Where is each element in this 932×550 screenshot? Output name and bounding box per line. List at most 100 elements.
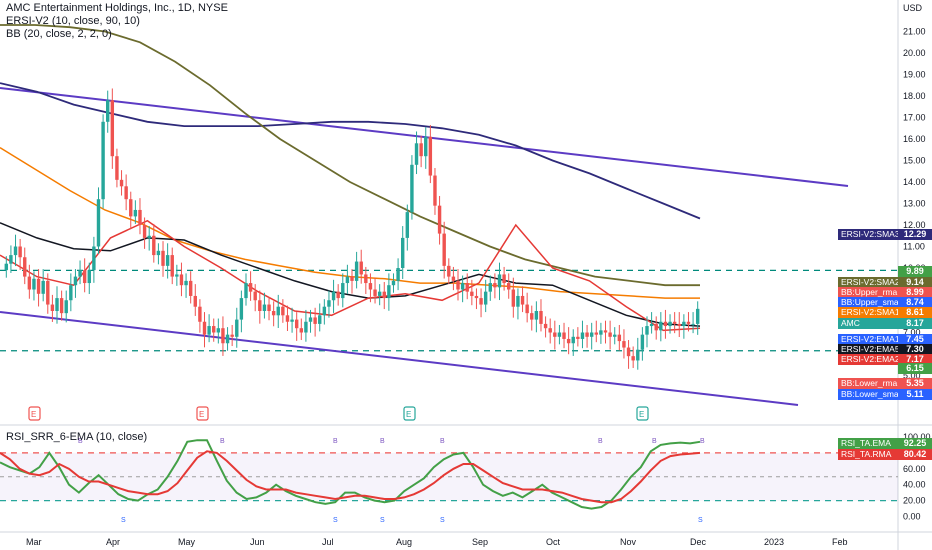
rsi-legend[interactable]: RSI_SRR_6-EMA (10, close) <box>6 431 148 443</box>
candle-body <box>225 334 230 344</box>
candle-body <box>129 199 133 217</box>
price-tag-name: ERSI-V2:SMA300 <box>838 229 899 240</box>
candle-body <box>368 283 373 290</box>
candle-body <box>631 356 635 361</box>
price-tag-value: 7.45 <box>898 334 932 345</box>
candle-body <box>253 291 257 301</box>
candle-body <box>350 276 354 281</box>
candle-body <box>686 321 691 324</box>
candle-body <box>106 100 110 122</box>
candle-body <box>613 334 617 337</box>
candle-body <box>695 308 700 324</box>
price-tick-label: 7.00 <box>903 328 921 338</box>
candle-body <box>262 304 267 311</box>
candle-body <box>276 306 280 316</box>
price-tag-name: ERSI-V2:EMA10 <box>838 334 899 345</box>
rsi-sell-marker: S <box>121 517 126 524</box>
time-tick-label: Jun <box>250 537 265 547</box>
candle-body <box>576 336 580 339</box>
candle-body <box>281 306 285 316</box>
candle-body <box>50 304 55 311</box>
candle-body <box>248 283 253 292</box>
candle-body <box>267 304 271 311</box>
candle-body <box>230 334 234 337</box>
price-tag-value: 7.30 <box>898 344 932 355</box>
rsi-sell-marker: S <box>380 517 385 524</box>
candle-body <box>663 321 668 327</box>
candle-body <box>465 283 469 292</box>
candle-body <box>483 291 488 305</box>
candle-body <box>82 270 87 284</box>
candle-body <box>216 328 221 333</box>
time-tick-label: Oct <box>546 537 561 547</box>
time-tick-label: Jul <box>322 537 334 547</box>
candle-body <box>682 321 686 327</box>
candle-body <box>447 265 451 277</box>
rsi-tick-label: 20.00 <box>903 496 926 506</box>
bb-legend[interactable]: BB (20, close, 2, 2, 0) <box>6 28 112 40</box>
candle-body <box>198 306 202 322</box>
price-tag-value: 5.11 <box>898 389 932 400</box>
symbol-legend[interactable]: AMC Entertainment Holdings, Inc., 1D, NY… <box>6 2 228 14</box>
time-tick-label: Sep <box>472 537 488 547</box>
candle-body <box>460 283 465 290</box>
candle-body <box>299 328 304 333</box>
rsi-tag-value: 80.42 <box>898 449 932 460</box>
candle-body <box>78 270 82 277</box>
candle-body <box>377 291 382 296</box>
candle-body <box>175 274 179 277</box>
earnings-marker <box>28 406 41 421</box>
candle-body <box>433 175 437 206</box>
candle-body <box>599 330 603 335</box>
candle-body <box>271 311 276 316</box>
earnings-marker-label: E <box>406 410 411 419</box>
candle-body <box>645 326 649 335</box>
candle-body <box>534 311 539 320</box>
candle-body <box>410 164 414 213</box>
price-tag-value: 8.61 <box>898 307 932 318</box>
candle-body <box>511 289 516 307</box>
price-tag-value: 9.14 <box>898 277 932 288</box>
rsi-buy-marker: B <box>598 438 603 445</box>
time-tick-label: May <box>178 537 196 547</box>
candle-body <box>165 255 170 266</box>
candle-body <box>64 300 68 314</box>
price-tag-name: ERSI-V2:EMA50 <box>838 344 899 355</box>
price-tick-label: 11.00 <box>903 242 925 252</box>
price-tag-value: 6.15 <box>898 363 932 374</box>
candle-body <box>543 323 548 329</box>
rsi-line-rsi-ta-ema <box>0 439 701 510</box>
candle-body <box>239 298 244 320</box>
candle-body <box>115 156 119 180</box>
rsi-buy-marker: B <box>333 438 338 445</box>
candle-body <box>622 341 626 348</box>
price-tag-value: 8.74 <box>898 297 932 308</box>
price-tag-name: BB:Lower_sma <box>838 389 899 400</box>
candle-body <box>152 235 156 256</box>
price-tick-label: 12.00 <box>903 220 926 230</box>
price-tick-label: 19.00 <box>903 70 926 80</box>
candle-body <box>497 274 502 288</box>
price-tag-value: 7.17 <box>898 354 932 365</box>
candle-body <box>188 280 193 296</box>
earnings-marker-label: E <box>199 410 204 419</box>
time-tick-label: Nov <box>620 537 637 547</box>
candle-body <box>626 347 631 357</box>
candle-body <box>212 326 216 333</box>
candle-body <box>294 319 299 329</box>
candle-body <box>419 143 423 157</box>
channel-lower-line <box>0 311 799 406</box>
candle-body <box>235 319 239 337</box>
candle-body <box>428 136 433 176</box>
price-tag-name: BB:Upper_sma <box>838 297 899 308</box>
candle-body <box>119 179 124 187</box>
ersi-legend[interactable]: ERSI-V2 (10, close, 90, 10) <box>6 15 140 27</box>
candle-body <box>244 283 248 299</box>
currency-label: USD <box>903 3 923 13</box>
earnings-marker-label: E <box>639 410 644 419</box>
candle-body <box>147 235 151 238</box>
candle-body <box>23 257 27 277</box>
earnings-marker <box>196 406 209 421</box>
price-tick-label: 21.00 <box>903 27 926 37</box>
